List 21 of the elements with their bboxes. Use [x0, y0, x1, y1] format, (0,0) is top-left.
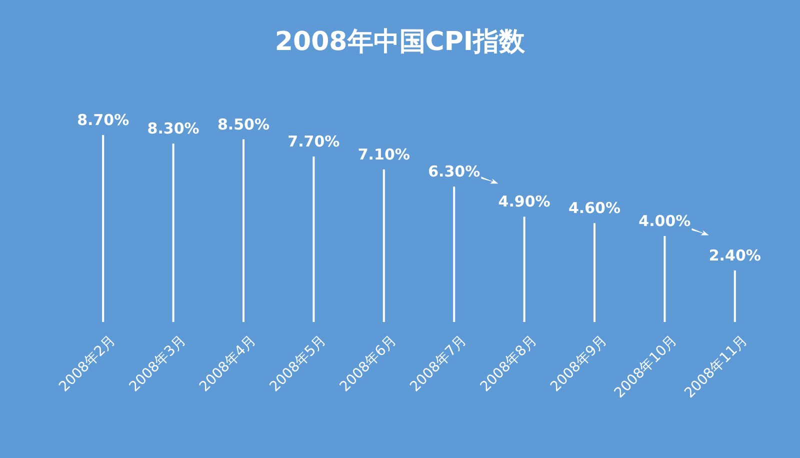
bar: [734, 270, 736, 322]
data-label: 8.70%: [77, 111, 130, 129]
bar: [102, 135, 104, 322]
data-label: 7.10%: [358, 145, 410, 164]
bar: [172, 144, 174, 322]
bar: [453, 186, 456, 322]
data-label: 8.50%: [217, 115, 270, 134]
bar: [242, 139, 244, 322]
data-label: 6.30%: [428, 162, 480, 181]
bar: [664, 236, 666, 322]
data-label: 4.00%: [638, 212, 691, 230]
data-label: 4.60%: [568, 199, 621, 218]
data-label: 4.90%: [498, 192, 550, 211]
bar: [312, 156, 315, 322]
bar: [523, 216, 526, 322]
data-label: 8.30%: [147, 120, 200, 138]
data-label: 7.70%: [288, 132, 340, 150]
bar: [382, 169, 385, 322]
bar: [594, 223, 596, 322]
chart-title: 2008年中国CPI指数: [274, 27, 526, 57]
data-label: 2.40%: [708, 246, 761, 264]
